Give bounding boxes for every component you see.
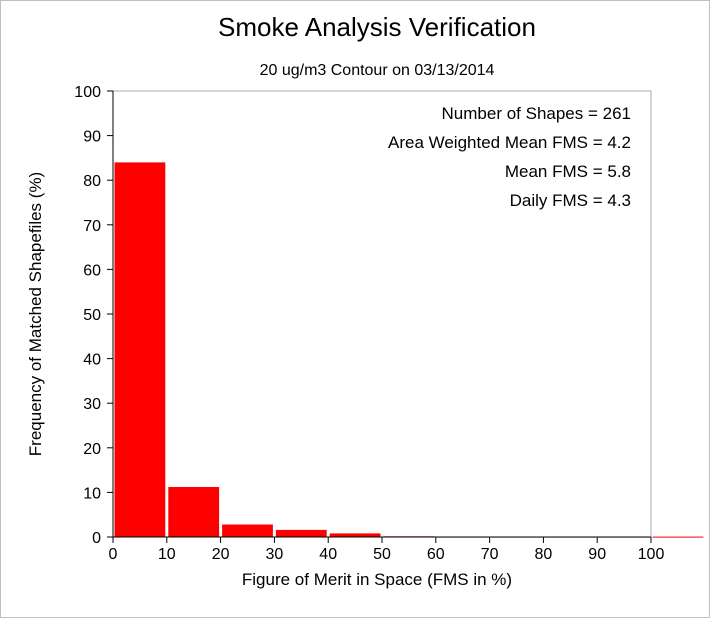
histogram-bar	[168, 487, 220, 537]
x-tick-label: 20	[212, 546, 230, 563]
y-tick-label: 10	[83, 485, 101, 502]
y-axis-label: Frequency of Matched Shapefiles (%)	[26, 172, 45, 456]
annotation-shape-count: Number of Shapes = 261	[442, 104, 631, 123]
histogram-bar	[329, 533, 381, 537]
y-tick-label: 20	[83, 441, 101, 458]
annotation-mean-fms: Mean FMS = 5.8	[505, 162, 631, 181]
x-tick-label: 90	[588, 546, 606, 563]
chart-title: Smoke Analysis Verification	[218, 12, 536, 42]
y-tick-label: 90	[83, 129, 101, 146]
x-tick-label: 50	[373, 546, 391, 563]
x-axis-label: Figure of Merit in Space (FMS in %)	[242, 570, 512, 589]
histogram-bar	[275, 529, 327, 537]
x-tick-label: 0	[109, 546, 118, 563]
x-tick-label: 10	[158, 546, 176, 563]
bars	[114, 162, 704, 538]
y-tick-label: 0	[92, 530, 101, 547]
y-tick-label: 40	[83, 352, 101, 369]
x-tick-label: 30	[266, 546, 284, 563]
chart-subtitle: 20 ug/m3 Contour on 03/13/2014	[260, 62, 495, 79]
annotation-area-weighted-mean: Area Weighted Mean FMS = 4.2	[388, 133, 631, 152]
x-tick-label: 100	[638, 546, 665, 563]
histogram-bar	[114, 162, 166, 537]
x-tick-label: 80	[535, 546, 553, 563]
y-tick-label: 100	[74, 84, 101, 101]
y-tick-label: 30	[83, 396, 101, 413]
x-tick-label: 70	[481, 546, 499, 563]
plot-area	[112, 90, 652, 538]
y-axis-ticks: 0 10 20 30 40 50 60 70 80 90 100	[74, 84, 113, 547]
stats-annotations: Number of Shapes = 261 Area Weighted Mea…	[388, 104, 631, 210]
histogram-bar	[222, 524, 273, 537]
histogram-bar	[652, 536, 704, 538]
y-tick-label: 60	[83, 262, 101, 279]
annotation-daily-fms: Daily FMS = 4.3	[510, 191, 631, 210]
x-tick-label: 40	[319, 546, 337, 563]
x-tick-label: 60	[427, 546, 445, 563]
y-tick-label: 80	[83, 173, 101, 190]
y-tick-label: 50	[83, 307, 101, 324]
y-tick-label: 70	[83, 218, 101, 235]
x-axis-ticks: 0 10 20 30 40 50 60 70 80 90 100	[109, 537, 665, 563]
